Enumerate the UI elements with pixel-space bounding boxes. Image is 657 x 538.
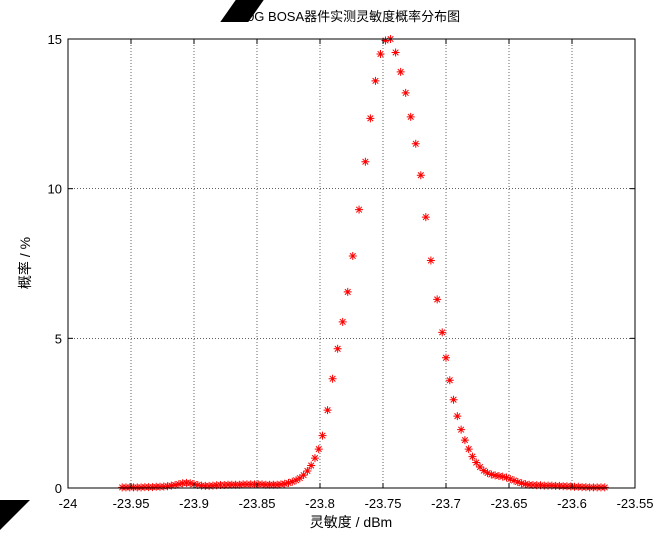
data-points: [118, 35, 609, 492]
data-point: [421, 213, 430, 222]
data-point: [521, 480, 530, 489]
data-point: [276, 480, 285, 489]
data-point: [487, 470, 496, 479]
x-tick-label: -23.55: [617, 496, 654, 511]
data-point: [314, 445, 323, 454]
data-point: [438, 328, 447, 337]
data-point: [476, 463, 485, 472]
x-tick-label: -24: [59, 496, 78, 511]
data-point: [288, 477, 297, 486]
data-point: [445, 376, 454, 385]
x-tick-label: -23.75: [365, 496, 402, 511]
y-axis-ticks: 0 5 10 15: [48, 32, 635, 496]
data-point: [355, 205, 364, 214]
data-point: [406, 112, 415, 121]
data-point: [295, 474, 304, 483]
data-point: [193, 481, 202, 490]
data-point: [491, 471, 500, 480]
data-point: [343, 287, 352, 296]
data-point: [333, 344, 342, 353]
y-axis-label: 概率 / %: [17, 237, 33, 289]
data-point: [600, 483, 609, 492]
data-point: [464, 445, 473, 454]
data-point: [163, 482, 172, 491]
x-tick-label: -23.8: [305, 496, 335, 511]
x-tick-label: -23.7: [431, 496, 461, 511]
data-point: [457, 425, 466, 434]
data-point: [460, 436, 469, 445]
x-axis-label: 灵敏度 / dBm: [310, 514, 392, 530]
chart-title: 10G BOSA器件实测灵敏度概率分布图: [240, 9, 460, 24]
x-tick-label: -23.6: [557, 496, 587, 511]
x-tick-label: -23.95: [113, 496, 150, 511]
data-point: [280, 479, 289, 488]
data-point: [506, 475, 515, 484]
data-point: [284, 478, 293, 487]
data-point: [401, 88, 410, 97]
x-tick-label: -23.9: [179, 496, 209, 511]
data-point: [416, 171, 425, 180]
data-point: [376, 49, 385, 58]
data-point: [307, 461, 316, 470]
data-point: [391, 48, 400, 57]
data-point: [494, 472, 503, 481]
x-tick-label: -23.85: [239, 496, 276, 511]
data-point: [381, 36, 390, 45]
data-point: [361, 157, 370, 166]
data-point: [323, 406, 332, 415]
y-tick-label: 10: [48, 182, 62, 197]
data-point: [453, 412, 462, 421]
data-point: [171, 481, 180, 490]
data-point: [318, 431, 327, 440]
grid-lines: [68, 39, 635, 488]
y-tick-label: 5: [55, 331, 62, 346]
data-point: [472, 458, 481, 467]
data-point: [174, 480, 183, 489]
data-point: [468, 452, 477, 461]
data-point: [366, 114, 375, 123]
data-point: [303, 466, 312, 475]
data-point: [167, 481, 176, 490]
data-point: [498, 472, 507, 481]
y-tick-label: 15: [48, 32, 62, 47]
data-point: [411, 139, 420, 148]
data-point: [433, 295, 442, 304]
data-point: [513, 478, 522, 487]
data-point: [328, 374, 337, 383]
data-point: [186, 479, 195, 488]
data-point: [310, 454, 319, 463]
x-axis-ticks: -24 -23.95 -23.9 -23.85 -23.8 -23.75 -23.7 -23.…: [59, 39, 654, 511]
data-point: [396, 67, 405, 76]
y-tick-label: 0: [55, 481, 62, 496]
data-point: [442, 353, 450, 362]
x-tick-label: -23.65: [491, 496, 528, 511]
data-point: [479, 466, 488, 475]
data-point: [510, 476, 519, 485]
data-point: [449, 395, 458, 404]
data-point: [299, 471, 308, 480]
data-point: [338, 317, 347, 326]
plot-area-border: [67, 38, 636, 489]
data-point: [371, 76, 380, 85]
data-point: [502, 473, 511, 482]
data-point: [292, 476, 301, 485]
data-point: [517, 479, 526, 488]
data-point: [348, 252, 357, 261]
data-point: [483, 469, 492, 478]
data-point: [426, 256, 435, 265]
